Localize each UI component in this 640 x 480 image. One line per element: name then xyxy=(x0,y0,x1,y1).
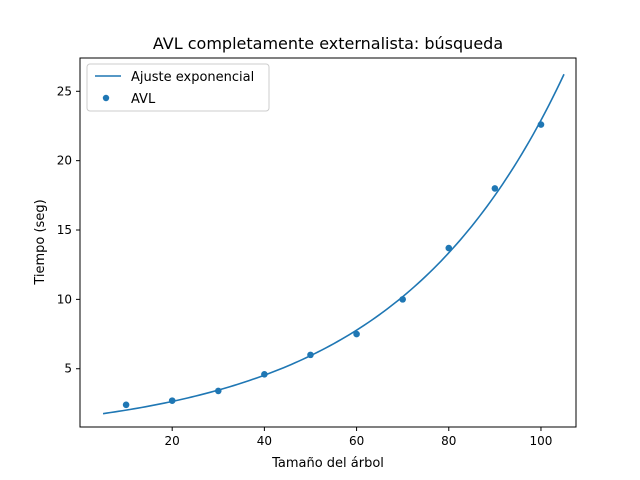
data-point xyxy=(214,387,222,395)
x-tick-label: 40 xyxy=(257,434,272,448)
data-point xyxy=(491,185,499,192)
data-point xyxy=(122,401,130,409)
x-tick-label: 80 xyxy=(441,434,456,448)
y-tick-label: 10 xyxy=(57,292,72,306)
x-tick-label: 100 xyxy=(530,434,553,448)
y-tick-label: 20 xyxy=(57,154,72,168)
data-point xyxy=(537,121,545,128)
x-tick-label: 20 xyxy=(165,434,180,448)
x-axis-ticks: 20 40 60 80 100 xyxy=(165,427,553,448)
legend-label-avl: AVL xyxy=(131,92,156,107)
series-points-avl xyxy=(122,121,545,409)
series-line-ajuste-exponencial xyxy=(102,73,565,415)
y-tick-label: 25 xyxy=(57,84,72,98)
y-tick-label: 15 xyxy=(57,223,72,237)
data-point xyxy=(307,351,314,359)
data-point xyxy=(445,244,453,252)
y-tick-label: 5 xyxy=(64,362,72,376)
legend: Ajuste exponencial AVL xyxy=(86,63,270,112)
data-point xyxy=(353,330,360,338)
plot-area xyxy=(79,57,577,428)
data-point xyxy=(399,296,406,303)
legend-box xyxy=(86,63,270,112)
y-axis-ticks: 5 10 15 20 25 xyxy=(57,84,80,376)
legend-swatch-marker xyxy=(102,94,110,102)
data-point xyxy=(168,397,176,404)
data-point xyxy=(261,370,268,378)
chart-title: AVL completamente externalista: búsqueda xyxy=(153,34,503,53)
x-tick-label: 60 xyxy=(349,434,364,448)
y-axis-label: Tiempo (seg) xyxy=(33,199,48,285)
x-axis-label: Tamaño del árbol xyxy=(271,456,384,471)
legend-label-ajuste-exponencial: Ajuste exponencial xyxy=(131,70,254,85)
